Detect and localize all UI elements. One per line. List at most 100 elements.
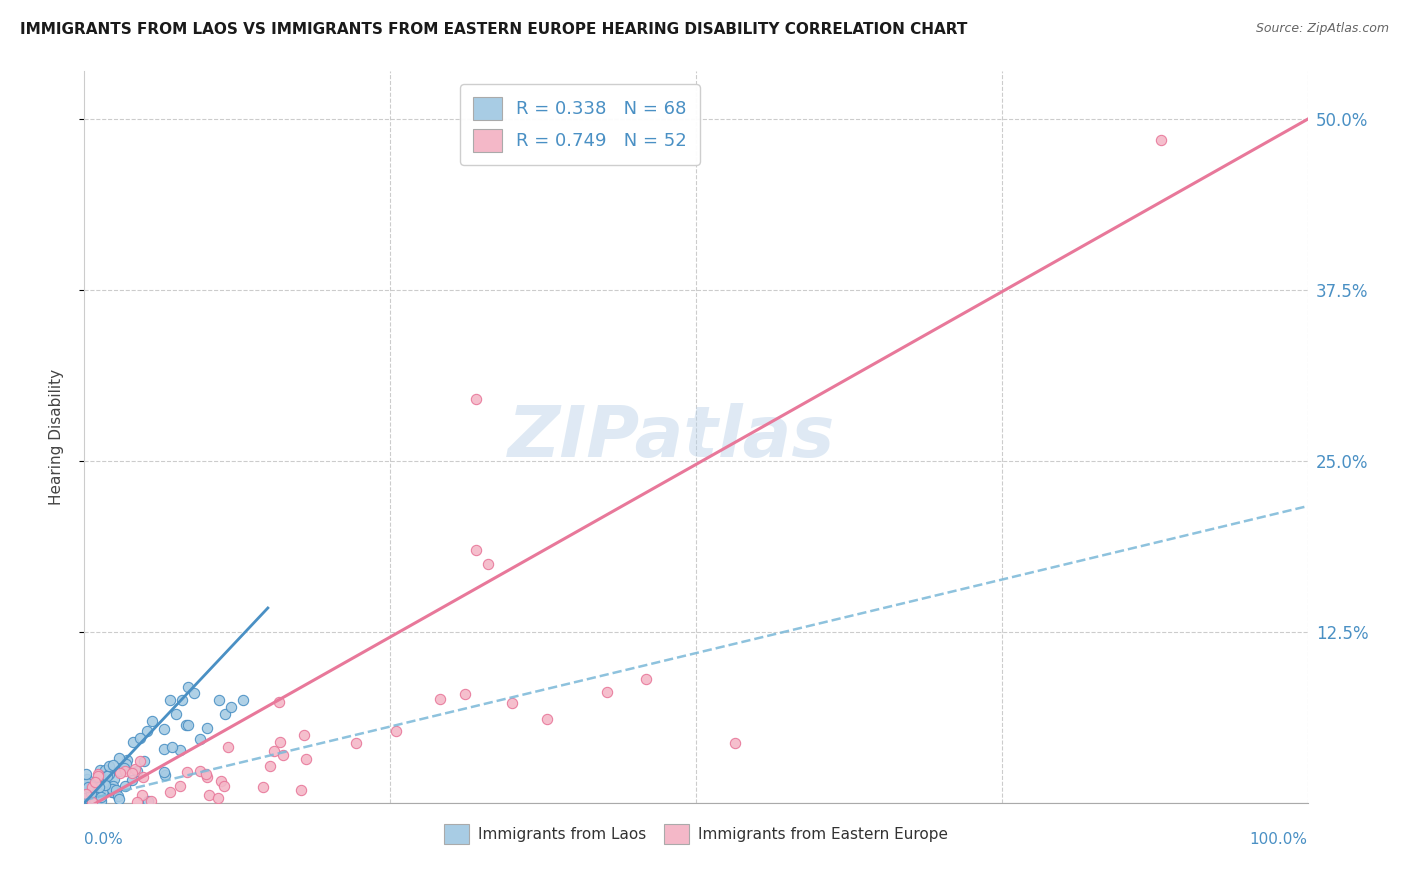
Point xyxy=(80,785,103,799)
Point xyxy=(125,764,148,779)
Point xyxy=(724,736,747,750)
Point xyxy=(169,742,191,756)
Point xyxy=(165,706,187,721)
Point xyxy=(103,757,125,772)
Point xyxy=(103,785,125,799)
Point xyxy=(208,693,231,707)
Legend: Immigrants from Laos, Immigrants from Eastern Europe: Immigrants from Laos, Immigrants from Ea… xyxy=(437,818,955,850)
Point xyxy=(114,764,136,778)
Point xyxy=(82,780,104,794)
Point xyxy=(198,789,221,803)
Point xyxy=(183,686,205,700)
Point xyxy=(536,712,558,726)
Point xyxy=(152,742,174,756)
Point xyxy=(267,695,290,709)
Point xyxy=(80,780,103,794)
Point xyxy=(114,757,136,772)
Point xyxy=(294,728,316,742)
Point xyxy=(1150,133,1173,147)
Point xyxy=(188,731,211,746)
Point xyxy=(176,764,198,779)
Point xyxy=(87,767,110,781)
Point xyxy=(112,762,135,776)
Text: 0.0%: 0.0% xyxy=(84,832,124,847)
Point xyxy=(464,392,486,407)
Point xyxy=(87,769,110,783)
Point xyxy=(160,739,183,754)
Point xyxy=(501,696,523,710)
Point xyxy=(219,700,242,714)
Point xyxy=(596,684,619,698)
Point xyxy=(94,764,117,778)
Point xyxy=(89,769,111,783)
Point xyxy=(188,764,211,778)
Point xyxy=(209,773,232,788)
Point xyxy=(263,744,285,758)
Point xyxy=(195,766,218,780)
Point xyxy=(131,788,153,802)
Point xyxy=(385,723,408,738)
Point xyxy=(108,764,131,778)
Point xyxy=(172,693,194,707)
Point xyxy=(108,751,131,765)
Point xyxy=(103,772,125,787)
Point xyxy=(96,768,118,782)
Point xyxy=(101,781,124,796)
Point xyxy=(83,775,105,789)
Point xyxy=(232,693,254,707)
Point xyxy=(75,791,97,805)
Point xyxy=(82,796,104,810)
Point xyxy=(122,735,145,749)
Point xyxy=(141,794,163,808)
Point xyxy=(159,784,181,798)
Point xyxy=(104,782,127,797)
Point xyxy=(115,753,138,767)
Point xyxy=(132,754,155,768)
Point xyxy=(97,778,120,792)
Point xyxy=(195,770,218,784)
Point xyxy=(174,718,197,732)
Point xyxy=(212,779,235,793)
Text: Source: ZipAtlas.com: Source: ZipAtlas.com xyxy=(1256,22,1389,36)
Y-axis label: Hearing Disability: Hearing Disability xyxy=(49,369,63,505)
Point xyxy=(121,766,143,780)
Text: IMMIGRANTS FROM LAOS VS IMMIGRANTS FROM EASTERN EUROPE HEARING DISABILITY CORREL: IMMIGRANTS FROM LAOS VS IMMIGRANTS FROM … xyxy=(20,22,967,37)
Point xyxy=(344,736,367,750)
Point xyxy=(90,794,112,808)
Point xyxy=(207,791,229,805)
Point xyxy=(477,557,499,571)
Point xyxy=(89,763,111,777)
Point xyxy=(252,780,274,794)
Point xyxy=(75,787,97,801)
Point xyxy=(273,747,295,762)
Point xyxy=(84,780,107,794)
Point xyxy=(141,714,163,728)
Text: ZIPatlas: ZIPatlas xyxy=(508,402,835,472)
Point xyxy=(176,718,198,732)
Point xyxy=(125,795,148,809)
Point xyxy=(108,792,131,806)
Point xyxy=(82,788,104,802)
Point xyxy=(132,770,155,784)
Point xyxy=(135,723,157,738)
Point xyxy=(96,763,118,777)
Text: 100.0%: 100.0% xyxy=(1250,832,1308,847)
Point xyxy=(101,785,124,799)
Point xyxy=(114,779,136,793)
Point xyxy=(98,758,121,772)
Point xyxy=(91,784,114,798)
Point xyxy=(153,722,176,736)
Point xyxy=(75,767,97,781)
Point xyxy=(269,735,291,749)
Point xyxy=(177,680,200,694)
Point xyxy=(464,542,486,557)
Point xyxy=(429,692,451,706)
Point xyxy=(87,780,110,794)
Point xyxy=(82,791,104,805)
Point xyxy=(634,672,657,686)
Point xyxy=(108,766,131,780)
Point xyxy=(152,765,174,780)
Point xyxy=(454,687,477,701)
Point xyxy=(87,771,110,785)
Point xyxy=(136,794,159,808)
